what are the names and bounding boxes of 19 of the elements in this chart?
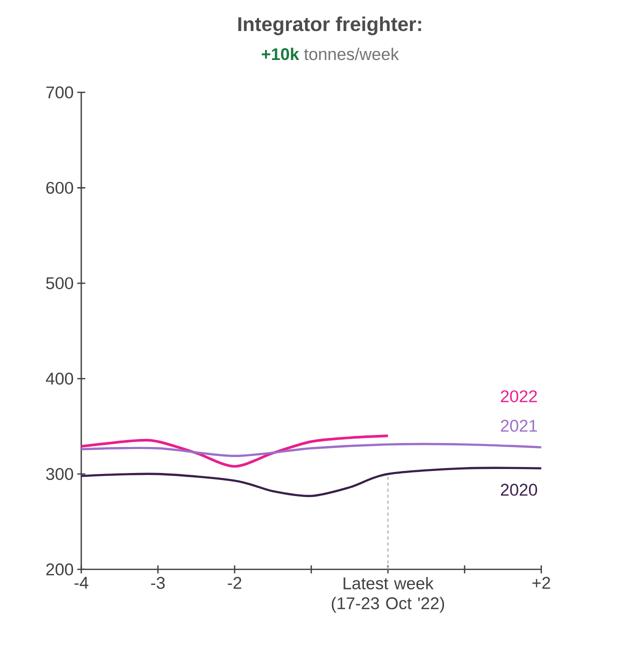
y-tick-label: 400 [46, 372, 74, 385]
x-tick-label: +2 [532, 576, 550, 589]
line-series [80, 434, 390, 468]
line-series [80, 466, 543, 498]
text: 2022 [501, 390, 538, 402]
y-tick-label: 600 [46, 182, 74, 194]
x-tick-label: -3 [151, 576, 165, 589]
y-tick-label: 200 [46, 563, 74, 576]
series-label: 2021 [501, 420, 538, 432]
x-tick-label: Latest week (17-23 Oct '22) [332, 576, 444, 613]
chart-subtitle: +10k tonnes/week [262, 48, 400, 60]
x-tick-label: -2 [228, 576, 242, 589]
y-tick-label: 500 [46, 277, 74, 290]
line-series [80, 442, 543, 457]
y-tick-label: 700 [46, 86, 74, 98]
chart-title: Integrator freighter: [238, 16, 422, 36]
x-tick-label: -4 [74, 576, 88, 589]
series-label: 2020 [501, 484, 538, 496]
y-tick-label: 300 [46, 468, 74, 480]
